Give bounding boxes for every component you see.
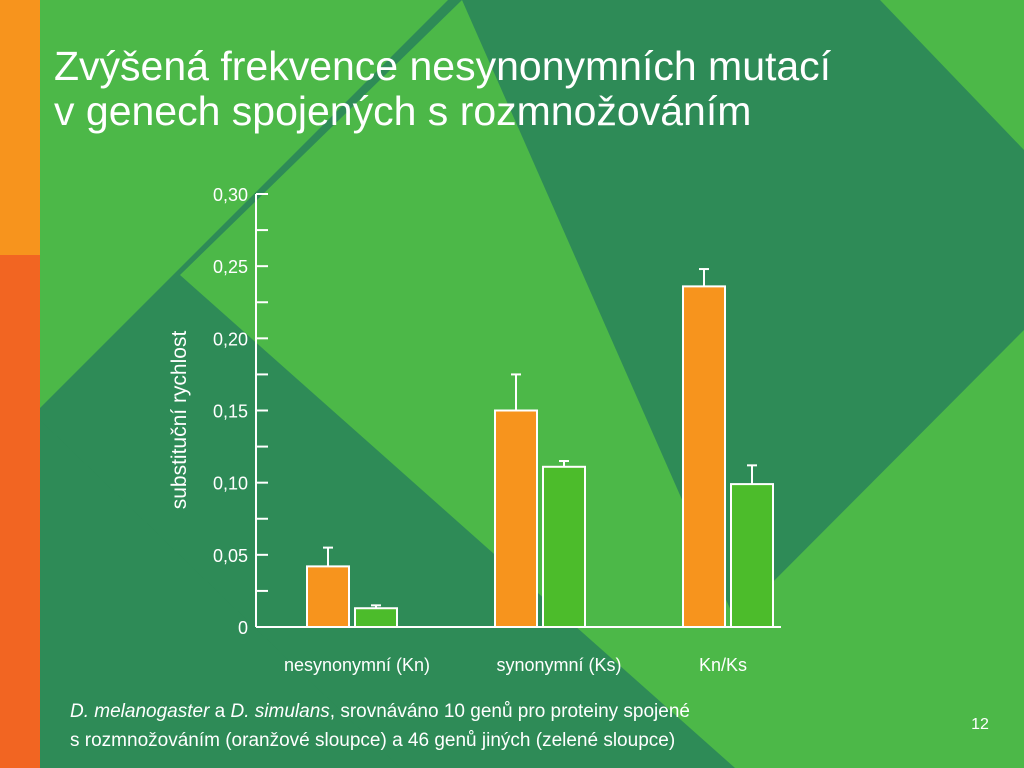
bar — [542, 465, 586, 629]
y-tick-label: 0,30 — [213, 185, 248, 205]
bar — [354, 607, 398, 629]
x-category-label: nesynonymní (Kn) — [284, 655, 430, 675]
bar — [682, 285, 726, 628]
page-number: 12 — [971, 716, 989, 733]
caption-species1: D. melanogaster — [70, 701, 210, 722]
background-dark-corner — [40, 420, 400, 768]
background-dark-wedge — [462, 0, 1024, 620]
bar-chart: 0 0,05 0,10 0,15 0,20 0,25 0,30 substituční ryc… — [168, 185, 781, 675]
y-tick-label: 0,20 — [213, 329, 248, 349]
y-tick-label: 0,25 — [213, 257, 248, 277]
caption-connector: a — [209, 701, 231, 722]
bar — [730, 483, 774, 628]
slide-title: Zvýšená frekvence nesynonymních mutací v… — [54, 44, 1014, 134]
slide-caption: D. melanogaster a D. simulans, srovnáván… — [70, 697, 950, 755]
left-accent-top — [0, 0, 40, 255]
y-tick-label: 0,05 — [213, 546, 248, 566]
slide-title-line2: v genech spojených s rozmnožováním — [54, 88, 752, 134]
x-category-label: Kn/Ks — [699, 655, 747, 675]
y-axis-label: substituční rychlost — [168, 331, 191, 510]
bar — [494, 409, 538, 628]
caption-species2: D. simulans — [230, 701, 330, 722]
slide-title-line1: Zvýšená frekvence nesynonymních mutací — [54, 43, 832, 89]
y-tick-label: 0 — [238, 618, 248, 638]
left-accent-bottom — [0, 255, 40, 768]
caption-line2: s rozmnožováním (oranžové sloupce) a 46 … — [70, 730, 676, 751]
y-tick-label: 0,10 — [213, 474, 248, 494]
caption-line1-rest: , srovnáváno 10 genů pro proteiny spojen… — [329, 701, 690, 722]
x-category-label: synonymní (Ks) — [496, 655, 621, 675]
bar — [306, 565, 350, 629]
y-tick-label: 0,15 — [213, 402, 248, 422]
background-triangle-top — [40, 0, 448, 408]
